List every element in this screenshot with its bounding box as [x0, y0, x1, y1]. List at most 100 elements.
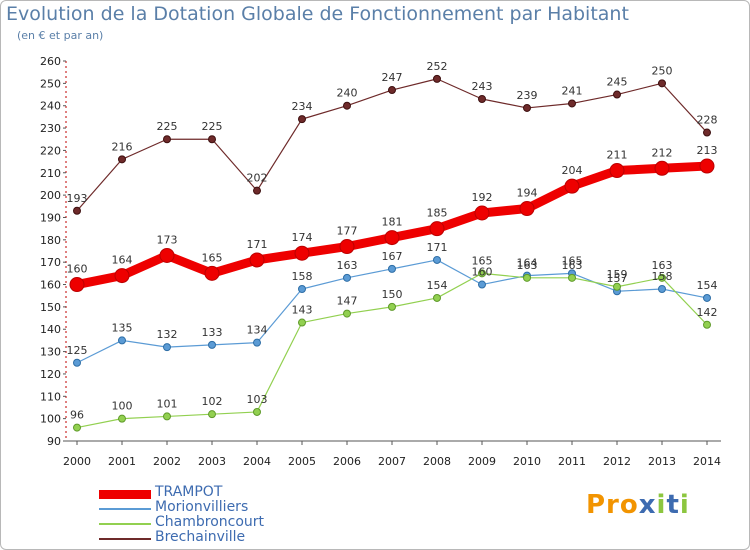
data-label: 228	[697, 114, 718, 127]
series-line	[76, 78, 708, 212]
data-point	[478, 280, 486, 289]
data-point	[478, 269, 486, 278]
legend-label: Brechainville	[155, 529, 246, 545]
data-label: 234	[292, 100, 313, 113]
y-tick-label: 250	[40, 77, 61, 90]
data-label: 252	[427, 60, 448, 73]
y-tick-label: 90	[47, 435, 61, 448]
data-label: 192	[472, 191, 493, 204]
data-label: 164	[517, 257, 538, 270]
data-point	[73, 423, 81, 432]
data-point	[478, 95, 486, 103]
data-point	[298, 115, 306, 124]
data-label: 163	[337, 259, 358, 272]
y-tick-label: 130	[40, 346, 61, 359]
data-label: 171	[427, 241, 448, 254]
data-label: 204	[562, 164, 583, 177]
data-point	[73, 358, 81, 367]
data-point	[564, 178, 580, 194]
data-label: 241	[562, 84, 583, 97]
data-label: 213	[697, 144, 718, 157]
data-point	[433, 74, 441, 83]
data-point	[253, 407, 261, 416]
data-point	[523, 273, 531, 282]
proxiti-logo: Proxiti	[586, 490, 690, 520]
data-label: 225	[157, 120, 178, 133]
data-point	[654, 160, 670, 176]
x-tick-label: 2004	[243, 455, 271, 468]
data-point	[658, 79, 666, 88]
data-label: 181	[382, 216, 403, 229]
data-label: 194	[517, 187, 538, 200]
data-point	[384, 230, 400, 246]
data-label: 211	[607, 149, 628, 162]
x-tick-label: 2002	[153, 455, 181, 468]
legend-label: Morionvilliers	[155, 499, 249, 515]
data-label: 147	[337, 295, 358, 308]
data-point	[69, 277, 85, 293]
data-label: 193	[67, 192, 88, 205]
y-tick-label: 110	[40, 390, 61, 403]
data-point	[118, 336, 126, 345]
data-label: 100	[112, 400, 133, 413]
x-tick-label: 2010	[513, 455, 541, 468]
data-point	[658, 285, 666, 293]
data-label: 154	[427, 279, 448, 292]
data-label: 154	[697, 279, 718, 292]
data-label: 96	[70, 409, 84, 422]
y-tick-label: 220	[40, 144, 61, 157]
data-label: 143	[292, 304, 313, 317]
data-label: 163	[562, 259, 583, 272]
data-label: 202	[247, 172, 268, 185]
data-label: 245	[607, 76, 628, 89]
data-point	[699, 158, 715, 174]
y-tick-label: 230	[40, 122, 61, 135]
x-tick-label: 2013	[648, 455, 676, 468]
data-label: 160	[472, 266, 493, 279]
data-point	[474, 205, 490, 221]
data-label: 247	[382, 71, 403, 84]
axes: 9010011012013014015016017018019020021022…	[40, 55, 721, 468]
data-point	[658, 273, 666, 282]
x-tick-label: 2000	[63, 455, 91, 468]
data-label: 163	[652, 259, 673, 272]
data-label: 243	[472, 80, 493, 93]
data-point	[253, 186, 261, 195]
data-point	[118, 414, 126, 423]
y-tick-label: 210	[40, 167, 61, 180]
data-label: 160	[67, 263, 88, 276]
x-tick-label: 2011	[558, 455, 586, 468]
data-point	[294, 245, 310, 261]
y-tick-label: 260	[40, 55, 61, 68]
x-tick-label: 2014	[693, 455, 721, 468]
data-point	[568, 99, 576, 108]
data-point	[163, 412, 171, 421]
data-point	[249, 252, 265, 268]
series-chambroncourt	[73, 269, 711, 432]
data-point	[703, 293, 711, 302]
data-point	[208, 135, 216, 144]
data-label: 132	[157, 328, 178, 341]
data-label: 165	[202, 251, 223, 264]
y-tick-label: 100	[40, 413, 61, 426]
data-label: 101	[157, 397, 178, 410]
data-label: 250	[652, 64, 673, 77]
x-tick-label: 2009	[468, 455, 496, 468]
y-tick-label: 180	[40, 234, 61, 247]
data-point	[204, 265, 220, 281]
data-point	[73, 206, 81, 215]
data-label: 185	[427, 207, 448, 220]
x-tick-label: 2001	[108, 455, 136, 468]
data-label: 158	[652, 270, 673, 283]
data-point	[433, 293, 441, 302]
data-point	[388, 86, 396, 95]
data-point	[343, 309, 351, 318]
data-point	[519, 201, 535, 217]
data-point	[208, 340, 216, 349]
data-label: 171	[247, 238, 268, 251]
data-label: 177	[337, 225, 358, 238]
data-point	[609, 163, 625, 179]
data-label: 102	[202, 395, 223, 408]
x-tick-label: 2008	[423, 455, 451, 468]
